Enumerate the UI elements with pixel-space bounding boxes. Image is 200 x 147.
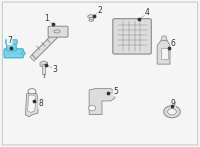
Bar: [42, 64, 45, 74]
Point: [51, 23, 54, 26]
FancyBboxPatch shape: [171, 102, 176, 107]
Circle shape: [164, 106, 180, 118]
Polygon shape: [40, 61, 48, 67]
Polygon shape: [157, 40, 170, 64]
Circle shape: [89, 106, 96, 111]
Text: 8: 8: [38, 99, 43, 108]
Text: 2: 2: [98, 6, 102, 15]
Bar: [161, 47, 168, 59]
Polygon shape: [25, 94, 38, 117]
Text: 6: 6: [171, 39, 175, 48]
Polygon shape: [30, 55, 36, 61]
Text: 5: 5: [113, 87, 118, 96]
Ellipse shape: [22, 51, 25, 55]
FancyBboxPatch shape: [4, 49, 23, 58]
FancyBboxPatch shape: [6, 40, 17, 44]
Circle shape: [168, 108, 176, 115]
FancyBboxPatch shape: [7, 42, 16, 51]
Text: 9: 9: [171, 99, 175, 108]
Point: [106, 92, 109, 94]
Text: 1: 1: [44, 14, 49, 23]
Ellipse shape: [54, 30, 60, 33]
Ellipse shape: [88, 15, 95, 18]
Point: [44, 64, 47, 66]
Point: [9, 46, 12, 49]
Text: 3: 3: [52, 65, 57, 74]
Point: [167, 46, 170, 49]
Point: [138, 18, 141, 21]
FancyBboxPatch shape: [48, 26, 68, 37]
FancyBboxPatch shape: [113, 19, 151, 54]
Polygon shape: [89, 89, 115, 115]
Bar: [89, 16, 93, 20]
Point: [170, 104, 174, 107]
Ellipse shape: [89, 20, 93, 21]
Polygon shape: [32, 33, 58, 59]
Text: 4: 4: [145, 8, 150, 17]
Polygon shape: [28, 95, 36, 112]
Point: [92, 15, 96, 17]
Point: [32, 100, 36, 102]
Text: 7: 7: [7, 36, 12, 45]
Polygon shape: [161, 36, 167, 40]
